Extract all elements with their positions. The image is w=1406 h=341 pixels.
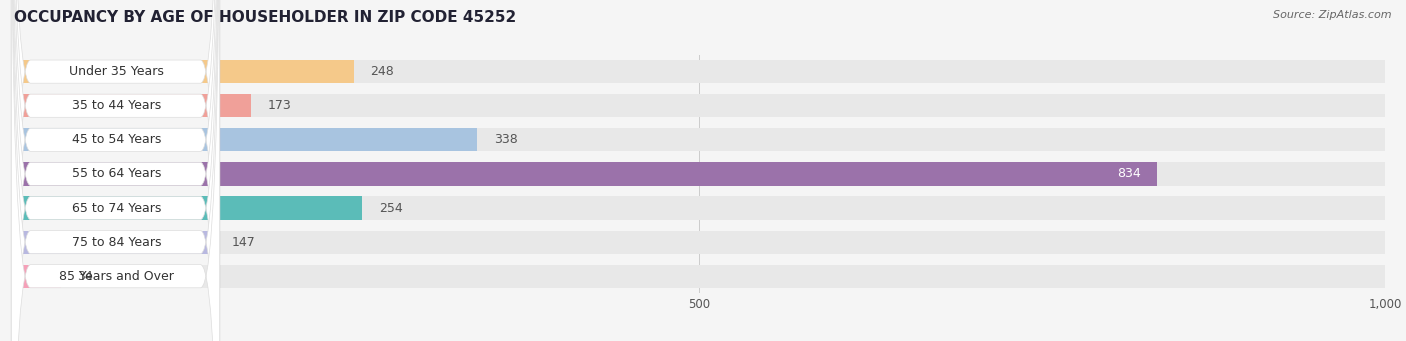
Text: 147: 147 [232, 236, 256, 249]
Text: 45 to 54 Years: 45 to 54 Years [72, 133, 162, 146]
Bar [14, 128, 478, 151]
Text: 248: 248 [371, 65, 394, 78]
FancyBboxPatch shape [11, 0, 219, 341]
Text: 34: 34 [77, 270, 93, 283]
Text: OCCUPANCY BY AGE OF HOUSEHOLDER IN ZIP CODE 45252: OCCUPANCY BY AGE OF HOUSEHOLDER IN ZIP C… [14, 10, 516, 25]
Text: 338: 338 [494, 133, 517, 146]
FancyBboxPatch shape [11, 0, 219, 341]
Text: 834: 834 [1118, 167, 1140, 180]
Bar [14, 265, 60, 288]
FancyBboxPatch shape [11, 0, 219, 341]
Bar [14, 196, 363, 220]
Bar [14, 162, 1157, 186]
FancyBboxPatch shape [11, 0, 219, 341]
Bar [14, 94, 252, 117]
Text: 35 to 44 Years: 35 to 44 Years [72, 99, 162, 112]
Bar [14, 128, 1385, 151]
Text: 85 Years and Over: 85 Years and Over [59, 270, 174, 283]
Bar [14, 60, 354, 83]
Bar [14, 60, 1385, 83]
Text: 65 to 74 Years: 65 to 74 Years [72, 202, 162, 214]
Text: Under 35 Years: Under 35 Years [69, 65, 165, 78]
FancyBboxPatch shape [11, 0, 219, 341]
Bar [14, 196, 1385, 220]
Text: 55 to 64 Years: 55 to 64 Years [72, 167, 162, 180]
Text: 173: 173 [267, 99, 291, 112]
FancyBboxPatch shape [11, 0, 219, 341]
Bar [14, 231, 1385, 254]
Bar [14, 162, 1385, 186]
Text: 254: 254 [378, 202, 402, 214]
Text: Source: ZipAtlas.com: Source: ZipAtlas.com [1274, 10, 1392, 20]
Bar [14, 231, 215, 254]
Text: 75 to 84 Years: 75 to 84 Years [72, 236, 162, 249]
Bar [14, 94, 1385, 117]
FancyBboxPatch shape [11, 0, 219, 341]
Bar [14, 265, 1385, 288]
